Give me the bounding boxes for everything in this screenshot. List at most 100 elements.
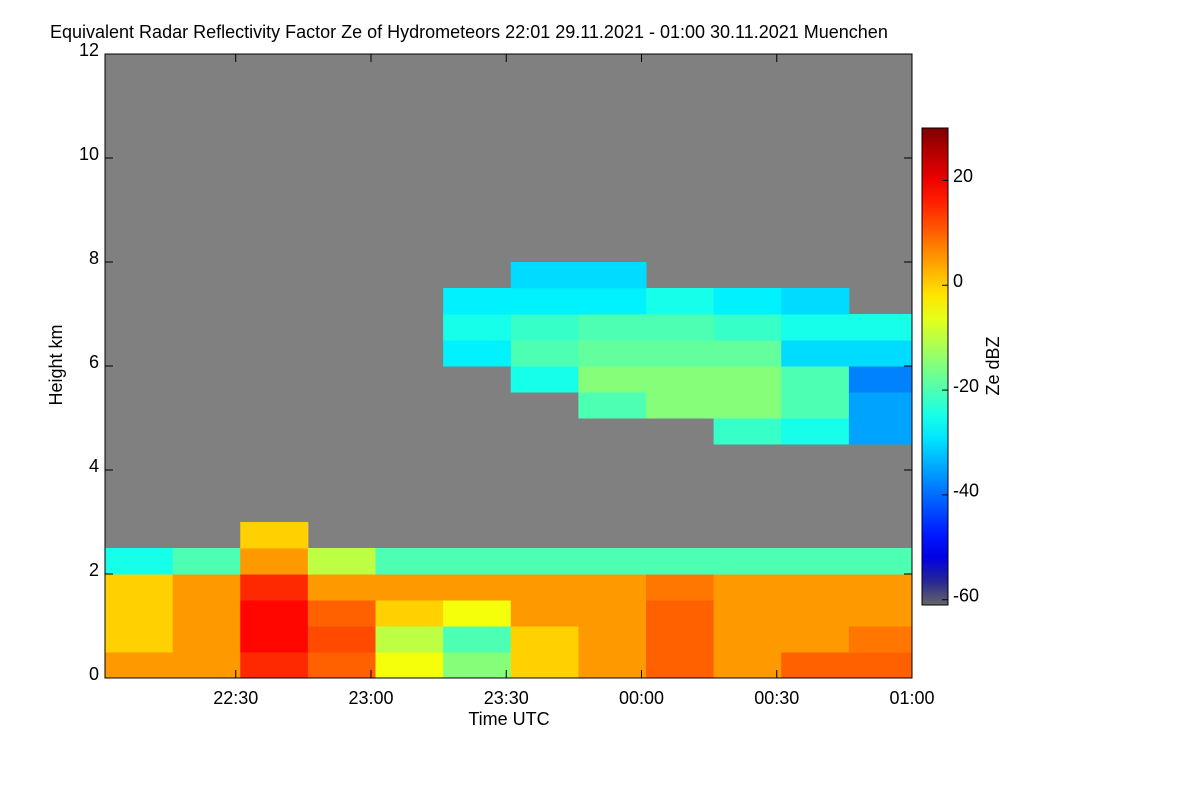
heatmap-cell [713, 574, 782, 601]
heatmap-cell [781, 652, 850, 679]
chart-title: Equivalent Radar Reflectivity Factor Ze … [50, 22, 888, 42]
heatmap-cell [172, 652, 241, 679]
heatmap-cell [240, 522, 309, 549]
heatmap-cell [510, 314, 579, 341]
heatmap-cell [781, 288, 850, 315]
colorbar-tick-label: 0 [953, 271, 963, 291]
heatmap-cell [172, 600, 241, 627]
heatmap-cell [443, 314, 512, 341]
heatmap-cell [713, 340, 782, 367]
colorbar-tick-label: -40 [953, 481, 979, 501]
heatmap-cell [578, 626, 647, 653]
heatmap-cell [240, 626, 309, 653]
x-tick-label: 23:00 [348, 688, 393, 708]
heatmap-cell [646, 288, 715, 315]
heatmap-cell [578, 314, 647, 341]
heatmap-cell [375, 652, 444, 679]
x-axis-label: Time UTC [468, 709, 549, 729]
heatmap-cell [172, 626, 241, 653]
heatmap-cell [646, 652, 715, 679]
heatmap-cell [848, 314, 913, 341]
heatmap-cell [781, 548, 850, 575]
heatmap-cell [781, 626, 850, 653]
heatmap-cell [307, 652, 377, 679]
heatmap-cell [646, 314, 715, 341]
heatmap-cell [510, 548, 579, 575]
heatmap-cell [578, 574, 647, 601]
y-tick-label: 8 [89, 248, 99, 268]
heatmap-cell [713, 626, 782, 653]
colorbar-tick-label: -60 [953, 586, 979, 606]
heatmap-cell [781, 314, 850, 341]
heatmap-cell [713, 652, 782, 679]
heatmap-cell [443, 574, 512, 601]
heatmap-cell [713, 366, 782, 393]
heatmap-cell [848, 652, 913, 679]
heatmap-cell [510, 626, 579, 653]
heatmap-cell [240, 574, 309, 601]
colorbar-tick-label: -20 [953, 376, 979, 396]
heatmap-cell [105, 626, 174, 653]
heatmap-cell [240, 652, 309, 679]
heatmap-cell [443, 340, 512, 367]
heatmap-cell [375, 548, 444, 575]
heatmap-cell [443, 600, 512, 627]
heatmap-cell [375, 626, 444, 653]
y-tick-label: 10 [79, 144, 99, 164]
heatmap-cell [578, 392, 647, 419]
heatmap-cell [713, 600, 782, 627]
heatmap-cell [848, 600, 913, 627]
heatmap-cell [848, 340, 913, 367]
heatmap-cell [105, 574, 174, 601]
x-tick-label: 00:30 [754, 688, 799, 708]
heatmap-cell [443, 288, 512, 315]
heatmap-cell [240, 600, 309, 627]
x-tick-label: 01:00 [889, 688, 934, 708]
heatmap-cell [646, 392, 715, 419]
heatmap-cell [307, 600, 377, 627]
heatmap-cell [240, 548, 309, 575]
heatmap-cell [781, 600, 850, 627]
x-tick-label: 00:00 [619, 688, 664, 708]
x-tick-label: 23:30 [484, 688, 529, 708]
y-tick-label: 0 [89, 664, 99, 684]
heatmap-cell [646, 366, 715, 393]
y-axis-label: Height km [46, 324, 66, 405]
heatmap-cell [510, 574, 579, 601]
heatmap-cell [646, 574, 715, 601]
x-tick-label: 22:30 [213, 688, 258, 708]
heatmap-cell [848, 574, 913, 601]
heatmap-cell [781, 366, 850, 393]
heatmap-cell [578, 652, 647, 679]
heatmap-cell [713, 314, 782, 341]
heatmap-cell [172, 548, 241, 575]
heatmap-cell [105, 548, 174, 575]
heatmap-cell [646, 340, 715, 367]
y-tick-label: 2 [89, 560, 99, 580]
heatmap-cell [781, 392, 850, 419]
heatmap-cell [510, 340, 579, 367]
heatmap-cell [307, 548, 377, 575]
heatmap-cell [781, 574, 850, 601]
heatmap-cell [848, 548, 913, 575]
colorbar-tick-label: 20 [953, 166, 973, 186]
heatmap-cell [578, 600, 647, 627]
colorbar [921, 127, 949, 606]
heatmap-cell [848, 418, 913, 445]
y-tick-label: 12 [79, 40, 99, 60]
heatmap-cell [646, 626, 715, 653]
heatmap-cell [713, 418, 782, 445]
heatmap-cell [105, 652, 174, 679]
heatmap-cell [646, 600, 715, 627]
heatmap-cell [578, 366, 647, 393]
heatmap-cell [578, 340, 647, 367]
heatmap-cell [443, 652, 512, 679]
heatmap-cell [781, 340, 850, 367]
heatmap-cell [510, 652, 579, 679]
colorbar-label: Ze dBZ [983, 336, 1003, 395]
heatmap-cell [781, 418, 850, 445]
heatmap-cell [105, 600, 174, 627]
heatmap-cell [713, 392, 782, 419]
heatmap-cell [848, 366, 913, 393]
